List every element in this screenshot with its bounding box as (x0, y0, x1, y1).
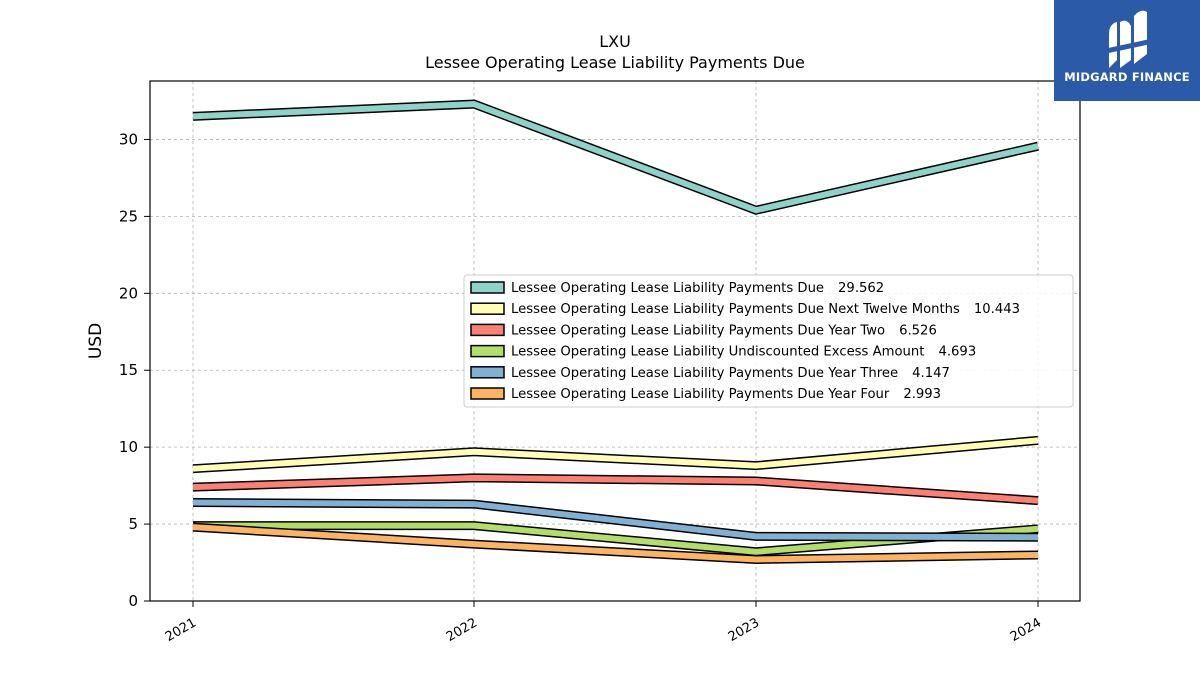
series-line (192, 435, 1039, 474)
series-line (192, 99, 1039, 215)
chart-subtitle: Lessee Operating Lease Liability Payment… (425, 53, 805, 72)
legend-entry-value: 2.993 (903, 387, 941, 402)
x-tick-label: 2021 (163, 615, 199, 645)
series-line-fill (192, 437, 1039, 472)
legend-entry-value: 4.693 (938, 345, 976, 360)
y-axis-label: USD (86, 323, 106, 359)
legend-entry-name: Lessee Operating Lease Liability Payment… (511, 281, 824, 296)
legend-entry: Lessee Operating Lease Liability Payment… (511, 323, 937, 338)
legend-swatch (470, 281, 505, 294)
series-line (192, 473, 1039, 506)
x-tick-label: 2022 (444, 615, 480, 645)
legend-entry-name: Lessee Operating Lease Liability Payment… (511, 323, 885, 338)
series-line (192, 522, 1039, 564)
chart-title: LXU (599, 32, 631, 51)
y-tick-label: 10 (119, 438, 138, 456)
legend-swatch (470, 344, 505, 358)
y-tick-label: 0 (128, 592, 138, 610)
legend-entry-name: Lessee Operating Lease Liability Undisco… (511, 345, 924, 360)
legend-box (463, 274, 1074, 408)
y-tick-label: 15 (119, 361, 138, 379)
legend-entry-name: Lessee Operating Lease Liability Payment… (511, 366, 898, 381)
legend-swatch (470, 302, 505, 315)
plot-frame (149, 80, 1081, 602)
y-tick-label: 25 (119, 207, 138, 225)
legend-entry: Lessee Operating Lease Liability Payment… (511, 281, 884, 296)
x-tick-label: 2024 (1008, 615, 1044, 645)
y-tick-label: 30 (119, 130, 138, 148)
series-line-fill (192, 101, 1039, 214)
series-line-fill (192, 499, 1039, 541)
y-tick-label: 5 (128, 515, 138, 533)
legend-entry-value: 4.147 (912, 366, 950, 381)
y-tick-label: 20 (119, 284, 138, 302)
legend-entry-name: Lessee Operating Lease Liability Payment… (511, 387, 890, 402)
legend-entry-value: 29.562 (838, 281, 884, 296)
legend-entry-name: Lessee Operating Lease Liability Payment… (511, 302, 960, 317)
midgard-logo-icon (1107, 10, 1150, 68)
legend-swatch (470, 387, 505, 400)
x-tick-label: 2023 (726, 615, 762, 645)
brand-name: MIDGARD FINANCE (1064, 70, 1190, 84)
legend-entry: Lessee Operating Lease Liability Payment… (511, 387, 941, 402)
legend-swatch (470, 366, 505, 379)
brand-logo: MIDGARD FINANCE (1054, 0, 1200, 101)
series-layer (192, 99, 1039, 564)
series-line-fill (192, 474, 1039, 504)
series-line (192, 498, 1039, 542)
legend-entry: Lessee Operating Lease Liability Payment… (511, 302, 1020, 317)
legend-entry-value: 6.526 (899, 323, 937, 338)
legend: Lessee Operating Lease Liability Payment… (463, 274, 1074, 408)
legend-entry: Lessee Operating Lease Liability Undisco… (511, 345, 976, 360)
legend-entry: Lessee Operating Lease Liability Payment… (511, 366, 950, 381)
legend-swatch (470, 323, 505, 337)
series-line-fill (192, 524, 1039, 563)
legend-entry-value: 10.443 (974, 302, 1020, 317)
